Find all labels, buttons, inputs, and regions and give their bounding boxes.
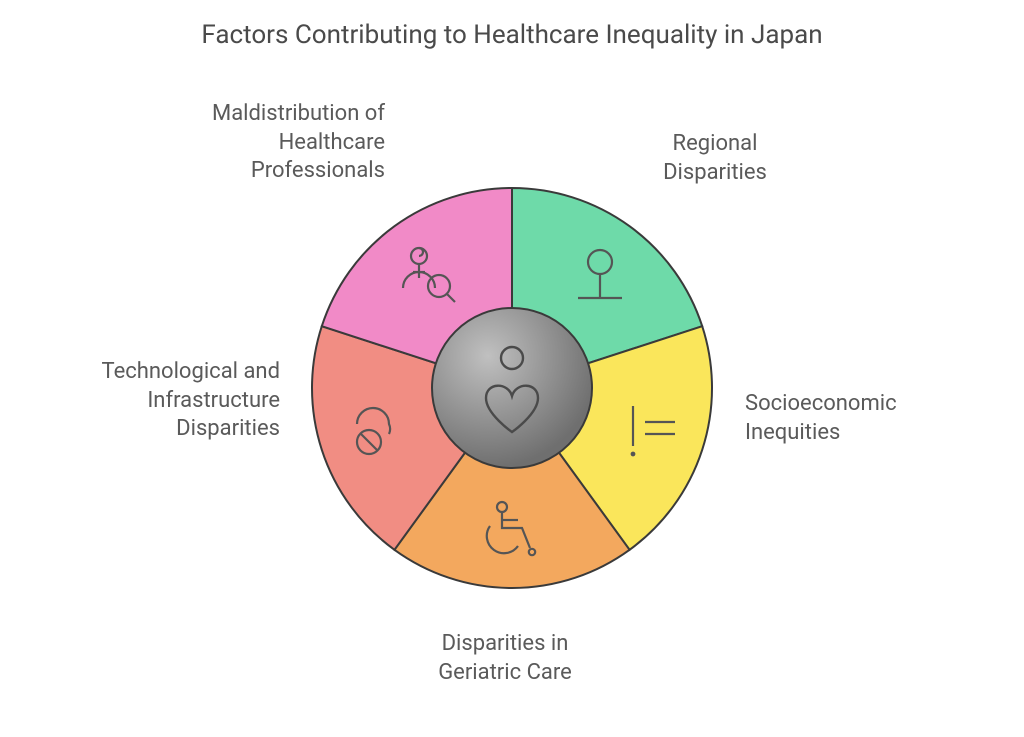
label-geriatric: Disparities inGeriatric Care <box>380 630 630 687</box>
center-hub <box>432 308 592 468</box>
label-regional: RegionalDisparities <box>615 130 815 187</box>
label-maldistribution: Maldistribution ofHealthcareProfessional… <box>125 100 385 186</box>
chart-title: Factors Contributing to Healthcare Inequ… <box>0 0 1024 50</box>
label-socioeconomic: SocioeconomicInequities <box>745 390 965 447</box>
label-technological: Technological andInfrastructureDispariti… <box>30 358 280 444</box>
radial-chart <box>302 178 722 602</box>
